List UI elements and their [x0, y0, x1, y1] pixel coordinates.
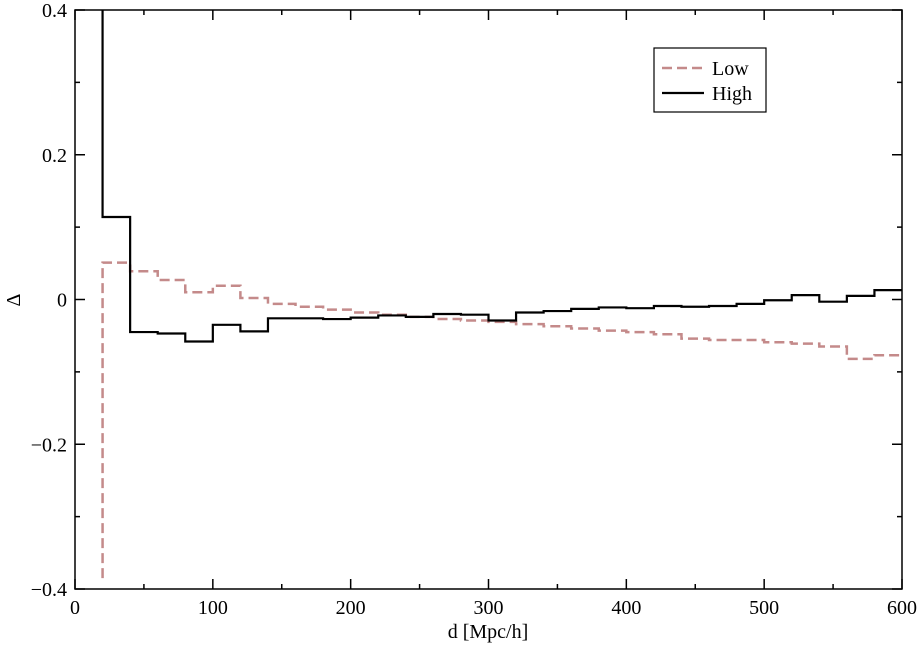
tick-labels: 0 100 200 300 400 500 600 −0.4 −0.2 0 0.2 0.4 — [31, 0, 917, 619]
legend-box — [653, 47, 767, 113]
legend-label-high: High — [712, 83, 752, 105]
y-tick-label: −0.2 — [31, 434, 67, 456]
axis-ticks — [74, 9, 903, 590]
x-axis-label: d [Mpc/h] — [448, 621, 529, 643]
x-tick-label: 300 — [474, 597, 504, 619]
legend-label-low: Low — [712, 58, 749, 80]
y-tick-label: −0.4 — [31, 579, 67, 601]
x-tick-label: 200 — [336, 597, 366, 619]
x-tick-label: 400 — [611, 597, 641, 619]
x-tick-label: 600 — [887, 597, 917, 619]
series-line-high — [101, 10, 902, 343]
y-axis-label: Δ — [3, 293, 25, 306]
x-tick-label: 0 — [70, 597, 80, 619]
y-tick-label: 0.4 — [42, 0, 67, 22]
y-tick-label: 0 — [57, 290, 67, 312]
legend: Low High — [653, 47, 767, 113]
series-line-low — [101, 261, 902, 579]
series-lines — [101, 10, 902, 579]
y-tick-label: 0.2 — [42, 145, 67, 167]
x-tick-label: 100 — [198, 597, 228, 619]
x-tick-label: 500 — [749, 597, 779, 619]
